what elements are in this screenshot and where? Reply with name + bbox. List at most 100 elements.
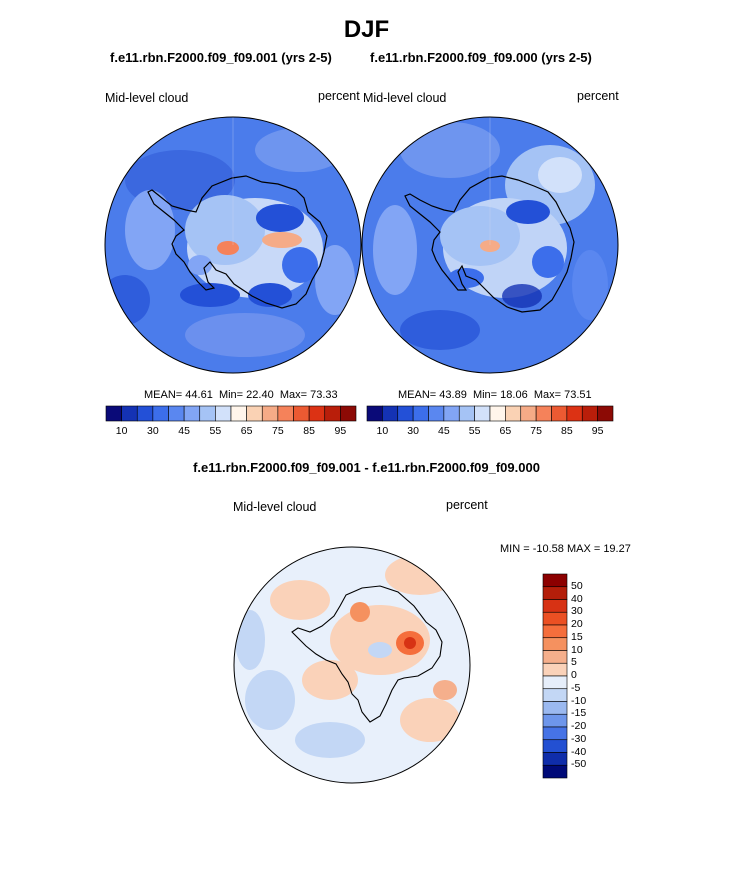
difference-polar-map [233, 546, 471, 784]
difference-colorbar-swatch [542, 726, 568, 741]
difference-colorbar-swatch [542, 713, 568, 728]
panel2-colorbar-tick-label: 65 [499, 425, 512, 437]
difference-colorbar-tick-label: 15 [571, 630, 583, 643]
panel1-min-value: 22.40 [246, 389, 274, 401]
panel1-colorbar-tick-label: 75 [272, 425, 284, 437]
panel2-colorbar-swatch [412, 405, 429, 422]
panel2-colorbar-swatch [397, 405, 414, 422]
difference-colorbar-swatch [542, 662, 568, 677]
difference-colorbar-tick-label: -50 [571, 758, 587, 771]
panel1-colorbar-swatch [136, 405, 154, 422]
panel2-colorbar-swatch [474, 405, 491, 422]
panel1-colorbar-swatch [152, 405, 169, 422]
panel1-colorbar-swatch [215, 405, 232, 422]
panel2-colorbar-tick-label: 30 [407, 425, 419, 437]
panel2-title: f.e11.rbn.F2000.f09_f09.000 (yrs 2-5) [370, 50, 592, 65]
panel2-colorbar-swatch [382, 405, 399, 422]
panel2-colorbar [366, 405, 614, 422]
panel1-colorbar-tick-label: 65 [240, 425, 253, 437]
panel2-colorbar-tick-label: 95 [591, 425, 604, 437]
panel2-variable-label: Mid-level cloud [363, 91, 447, 105]
panel2-polar-map [361, 116, 619, 374]
panel1-stats: MEAN= 44.61 Min= 22.40 Max= 73.33 [144, 389, 338, 401]
panel2-min-label: Min= [472, 389, 498, 401]
difference-colorbar-swatch [542, 701, 568, 715]
panel2-colorbar-tick-label: 10 [376, 425, 389, 437]
panel2-colorbar-swatch [443, 405, 460, 422]
panel1-max-label: Max= [279, 389, 308, 401]
panel1-min-label: Min= [218, 389, 244, 401]
difference-colorbar-swatch [542, 573, 568, 588]
difference-variable-label: Mid-level cloud [233, 500, 317, 514]
panel2-colorbar-tick-label: 55 [468, 425, 481, 437]
panel1-title: f.e11.rbn.F2000.f09_f09.001 (yrs 2-5) [110, 50, 332, 65]
panel2-colorbar-tick-label: 45 [438, 425, 450, 437]
difference-colorbar-tick-label: 0 [571, 669, 577, 681]
panel2-mean-label: MEAN= [398, 389, 437, 401]
panel1-mean-value: 44.61 [185, 389, 213, 401]
panel1-colorbar-swatch [277, 405, 294, 422]
panel2-colorbar-swatch [489, 405, 506, 422]
panel1-colorbar-tick-label: 95 [334, 425, 347, 437]
panel1-max-value: 73.33 [310, 389, 338, 401]
difference-minmax: MIN = -10.58 MAX = 19.27 [500, 543, 631, 555]
difference-colorbar-swatch [542, 675, 568, 690]
difference-colorbar-tick-label: 30 [571, 605, 583, 618]
difference-colorbar-tick-label: 10 [571, 643, 583, 656]
panel2-colorbar-tick-label: 75 [530, 425, 542, 437]
panel2-colorbar-swatch [551, 405, 568, 422]
panel1-colorbar-swatch [105, 405, 122, 422]
difference-colorbar-tick-label: -15 [571, 707, 587, 720]
difference-colorbar [542, 573, 568, 779]
panel1-colorbar-swatch [168, 405, 185, 422]
panel1-mean-label: MEAN= [144, 389, 183, 401]
panel1-colorbar-swatch [121, 405, 138, 422]
panel1-colorbar-swatch [183, 405, 201, 422]
panel1-units-label: percent [318, 89, 360, 103]
difference-colorbar-swatch [542, 764, 568, 779]
panel2-colorbar-tick-label: 85 [561, 425, 573, 437]
difference-colorbar-tick-label: 40 [571, 592, 583, 605]
panel1-colorbar-tick-label: 55 [209, 425, 222, 437]
difference-colorbar-swatch [542, 611, 568, 626]
panel2-max-value: 73.51 [564, 389, 592, 401]
difference-colorbar-tick-label: 20 [571, 618, 583, 630]
panel2-min-value: 18.06 [500, 389, 528, 401]
difference-colorbar-tick-label: -30 [571, 732, 587, 745]
difference-colorbar-tick-label: -40 [571, 745, 587, 758]
panel1-colorbar-swatch [308, 405, 326, 422]
difference-title: f.e11.rbn.F2000.f09_f09.001 - f.e11.rbn.… [193, 460, 540, 475]
difference-colorbar-tick-label: -10 [571, 694, 587, 707]
difference-colorbar-swatch [542, 752, 568, 766]
difference-colorbar-swatch [542, 637, 568, 651]
difference-colorbar-tick-label: 5 [571, 656, 577, 669]
panel1-polar-map [104, 116, 362, 374]
difference-colorbar-swatch [542, 599, 568, 613]
figure-title: DJF [343, 16, 390, 43]
panel2-colorbar-swatch [366, 405, 383, 422]
panel1-colorbar-swatch [293, 405, 310, 422]
difference-colorbar-swatch [542, 688, 568, 702]
panel1-colorbar-swatch [199, 405, 216, 422]
panel2-colorbar-swatch [535, 405, 552, 422]
panel1-colorbar-swatch [340, 405, 357, 422]
difference-colorbar-swatch [542, 650, 568, 664]
panel1-colorbar [105, 405, 357, 422]
difference-colorbar-swatch [542, 739, 568, 753]
panel1-colorbar-tick-label: 30 [147, 425, 159, 437]
difference-units-label: percent [446, 498, 488, 512]
panel2-mean-value: 43.89 [439, 389, 467, 401]
difference-colorbar-swatch [542, 624, 568, 639]
panel1-variable-label: Mid-level cloud [105, 91, 189, 105]
panel2-colorbar-swatch [505, 405, 522, 422]
panel1-colorbar-swatch [324, 405, 341, 422]
difference-colorbar-tick-label: -5 [571, 681, 581, 694]
difference-colorbar-swatch [542, 586, 568, 600]
panel1-colorbar-tick-label: 85 [303, 425, 315, 437]
difference-colorbar-tick-label: 50 [571, 579, 583, 592]
panel2-colorbar-swatch [520, 405, 537, 422]
panel2-colorbar-swatch [597, 405, 614, 422]
panel2-colorbar-swatch [566, 405, 583, 422]
panel2-stats: MEAN= 43.89 Min= 18.06 Max= 73.51 [398, 389, 592, 401]
